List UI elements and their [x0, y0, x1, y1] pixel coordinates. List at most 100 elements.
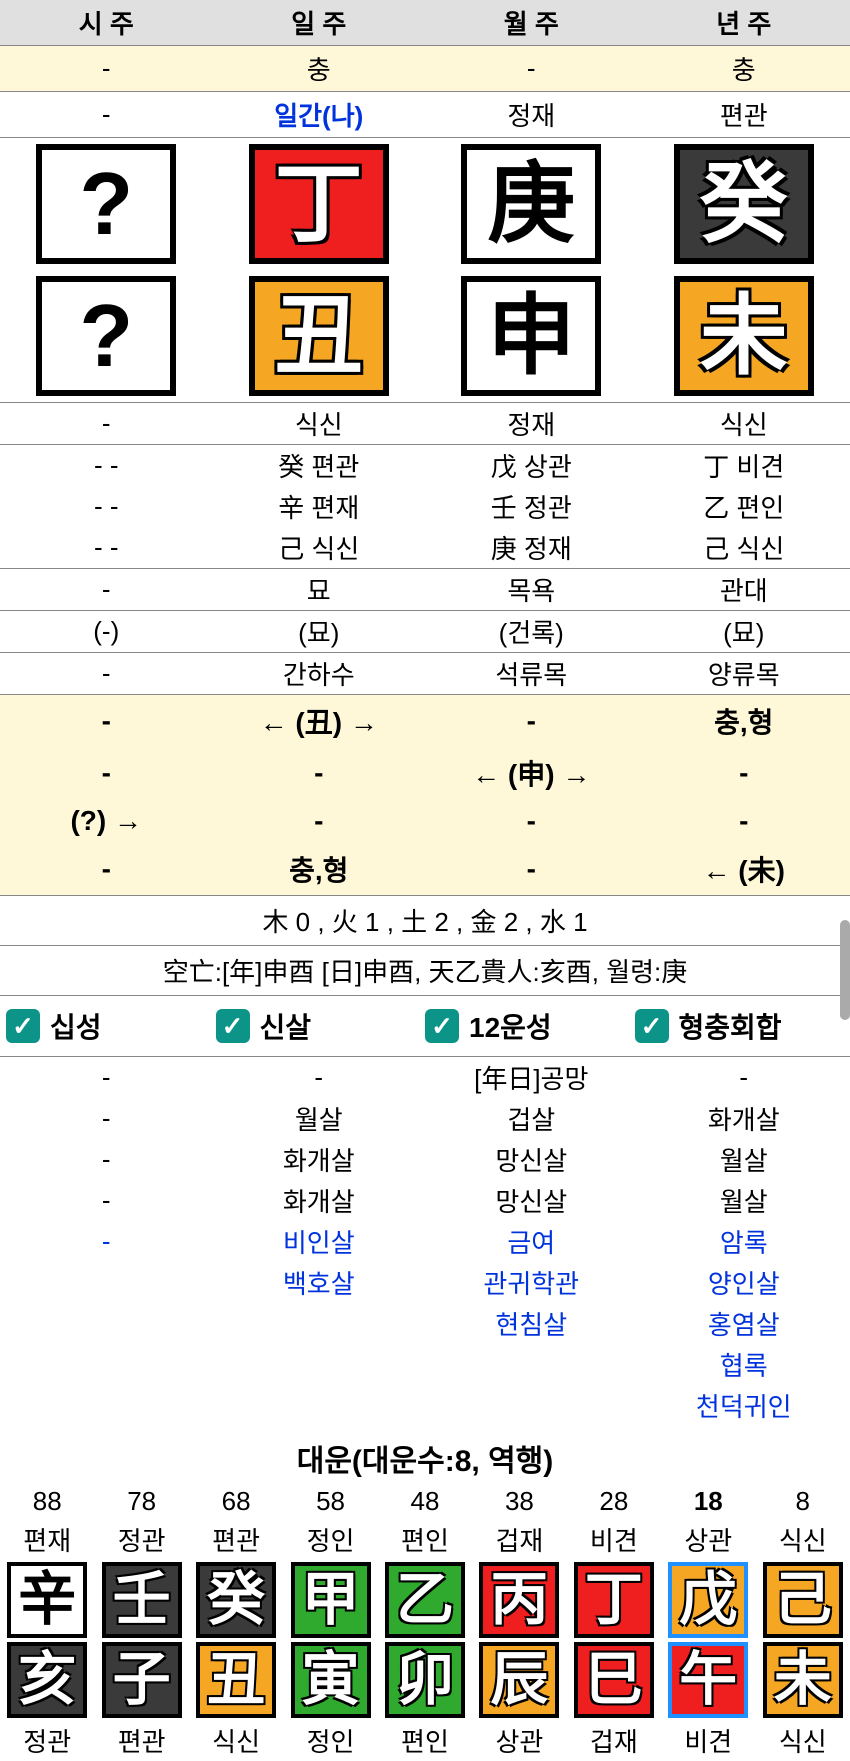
sinsal-blue-cell: 관귀학관 [425, 1262, 638, 1303]
chk-sipsong[interactable]: 십성 [50, 1006, 102, 1046]
hidden-cell: 己 식신 [638, 527, 850, 569]
daeun-box[interactable]: 未 [763, 1642, 843, 1718]
sinsal-blue-cell [0, 1385, 213, 1426]
daeun-cell[interactable]: 辰 [472, 1640, 566, 1720]
daeun-cell[interactable]: 未 [756, 1640, 850, 1720]
hidden-cell: 乙 편인 [638, 486, 850, 527]
daeun-label: 88 [0, 1484, 94, 1519]
daeun-label: 겁재 [567, 1720, 661, 1761]
hidden-cell: - - [0, 527, 213, 569]
daeun-box[interactable]: 丁 [574, 1562, 654, 1638]
relation-cell: ← (申) → [425, 747, 638, 799]
nayin-c4: 양류목 [638, 653, 850, 695]
daeun-box[interactable]: 癸 [196, 1562, 276, 1638]
daeun-label: 식신 [756, 1519, 850, 1560]
daeun-label: 편재 [0, 1519, 94, 1560]
daeun-label: 38 [472, 1484, 566, 1519]
daeun-label: 편관 [94, 1720, 188, 1761]
chk-hyeongchung[interactable]: 형충회합 [679, 1006, 782, 1046]
pillar-year-branch: 未 [674, 276, 814, 396]
ilgan-self: 일간(나) [213, 92, 426, 138]
daeun-box[interactable]: 戊 [668, 1562, 748, 1638]
daeun-label: 68 [189, 1484, 283, 1519]
daeun-box[interactable]: 乙 [385, 1562, 465, 1638]
sinsal-cell: 화개살 [213, 1180, 426, 1221]
daeun-cell[interactable]: 丑 [189, 1640, 283, 1720]
sinsal-blue-cell [213, 1303, 426, 1344]
sinsal-table-black: --[年日]공망--월살겁살화개살-화개살망신살월살-화개살망신살월살 [0, 1057, 850, 1221]
daeun-cell[interactable]: 辛 [0, 1560, 94, 1640]
pillar-year-stem: 癸 [674, 144, 814, 264]
earthly-branches-row: ? 丑 申 未 [0, 270, 850, 403]
ilgan-c4: 편관 [638, 92, 850, 138]
nayin-c3: 석류목 [425, 653, 638, 695]
check-icon[interactable]: ✓ [425, 1009, 459, 1043]
sinsal-blue-cell: 암록 [638, 1221, 850, 1262]
chung-c3: - [425, 46, 638, 92]
daeun-box[interactable]: 己 [763, 1562, 843, 1638]
daeun-box[interactable]: 午 [668, 1642, 748, 1718]
daeun-cell[interactable]: 子 [94, 1640, 188, 1720]
daeun-label: 겁재 [472, 1519, 566, 1560]
sinsal-blue-cell: 양인살 [638, 1262, 850, 1303]
chk-sinsal[interactable]: 신살 [260, 1006, 312, 1046]
myo-c2: 묘 [213, 569, 426, 611]
sinsal-blue-cell [0, 1303, 213, 1344]
daeun-box[interactable]: 甲 [291, 1562, 371, 1638]
daeun-box[interactable]: 丑 [196, 1642, 276, 1718]
chk-12unseong[interactable]: 12운성 [469, 1006, 552, 1046]
hidden-cell: 丁 비견 [638, 445, 850, 486]
daeun-box[interactable]: 辰 [479, 1642, 559, 1718]
daeun-cell[interactable]: 丁 [567, 1560, 661, 1640]
sinsal-cell: - [0, 1057, 213, 1098]
daeun-label: 정관 [94, 1519, 188, 1560]
daeun-box[interactable]: 壬 [102, 1562, 182, 1638]
daeun-label: 정인 [283, 1519, 377, 1560]
daeun-cell[interactable]: 巳 [567, 1640, 661, 1720]
sinsal-blue-cell: 금여 [425, 1221, 638, 1262]
sinsal-cell: 월살 [213, 1098, 426, 1139]
daeun-cell[interactable]: 午 [661, 1640, 755, 1720]
daeun-cell[interactable]: 壬 [94, 1560, 188, 1640]
daeun-cell[interactable]: 卯 [378, 1640, 472, 1720]
scrollbar[interactable] [840, 920, 850, 1020]
sinsal-blue-cell: 비인살 [213, 1221, 426, 1262]
hidden-cell: 辛 편재 [213, 486, 426, 527]
relation-cell: - [638, 799, 850, 843]
check-icon[interactable]: ✓ [635, 1009, 669, 1043]
daeun-cell[interactable]: 己 [756, 1560, 850, 1640]
daeun-cell[interactable]: 亥 [0, 1640, 94, 1720]
daeun-cell[interactable]: 寅 [283, 1640, 377, 1720]
saju-table: 시 주일 주월 주년 주 -충-충 -일간(나)정재편관 ? 丁 庚 癸 ? 丑… [0, 0, 850, 445]
sinsal-cell: 월살 [638, 1180, 850, 1221]
daeun-box[interactable]: 丙 [479, 1562, 559, 1638]
check-icon[interactable]: ✓ [6, 1009, 40, 1043]
hidden-cell: 庚 정재 [425, 527, 638, 569]
daeun-box[interactable]: 辛 [7, 1562, 87, 1638]
relation-cell: 충,형 [638, 695, 850, 747]
ilgan-c3: 정재 [425, 92, 638, 138]
sinsal-blue-cell [0, 1344, 213, 1385]
siksin-c3: 정재 [425, 403, 638, 445]
relation-cell: - [0, 747, 213, 799]
hdr-ilju: 일 주 [213, 0, 426, 46]
daeun-cell[interactable]: 戊 [661, 1560, 755, 1640]
daeun-cell[interactable]: 甲 [283, 1560, 377, 1640]
daeun-box[interactable]: 亥 [7, 1642, 87, 1718]
sinsal-blue-cell [0, 1262, 213, 1303]
daeun-cell[interactable]: 丙 [472, 1560, 566, 1640]
check-icon[interactable]: ✓ [216, 1009, 250, 1043]
pillar-day-branch: 丑 [249, 276, 389, 396]
daeun-box[interactable]: 寅 [291, 1642, 371, 1718]
daeun-box[interactable]: 子 [102, 1642, 182, 1718]
relation-cell: - [0, 695, 213, 747]
daeun-box[interactable]: 卯 [385, 1642, 465, 1718]
daeun-cell[interactable]: 癸 [189, 1560, 283, 1640]
siksin-c1: - [0, 403, 213, 445]
daeun-box[interactable]: 巳 [574, 1642, 654, 1718]
daeun-cell[interactable]: 乙 [378, 1560, 472, 1640]
daeun-title: 대운(대운수:8, 역행) [0, 1426, 850, 1484]
sinsal-cell: - [0, 1098, 213, 1139]
paren-c1: (-) [0, 611, 213, 653]
sinsal-blue-cell: 천덕귀인 [638, 1385, 850, 1426]
